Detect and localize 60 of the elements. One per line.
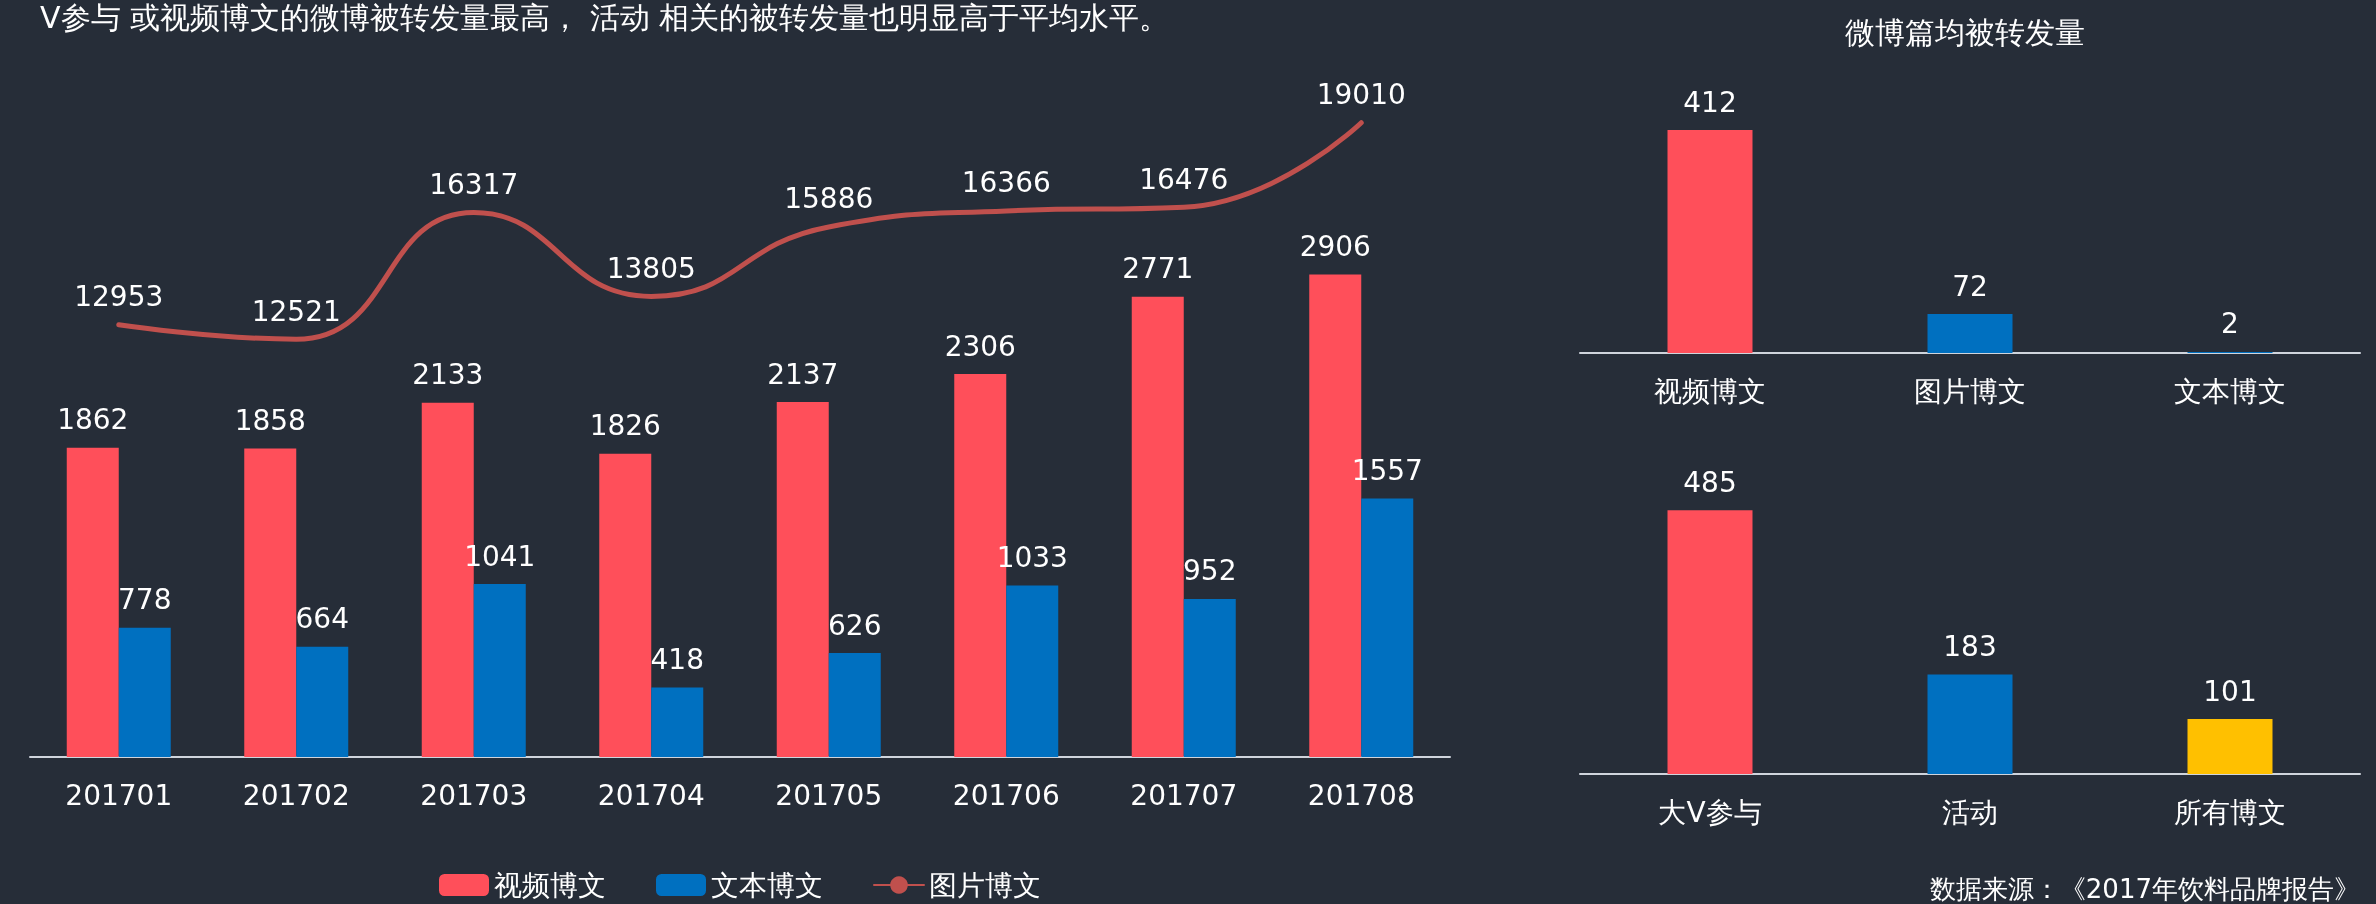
data-label: 2137 [767, 357, 839, 391]
bar [1361, 498, 1414, 757]
data-label: 16366 [961, 166, 1051, 200]
data-label: 2133 [412, 358, 484, 392]
data-label: 418 [650, 643, 704, 677]
x-tick-label: 所有博文 [2174, 795, 2286, 829]
bar [599, 453, 652, 757]
x-tick-label: 201704 [597, 778, 705, 812]
data-label: 664 [295, 602, 349, 636]
bar [828, 653, 881, 757]
data-label: 2771 [1122, 252, 1194, 286]
data-label: 2306 [944, 329, 1016, 363]
x-tick-label: 201702 [242, 778, 350, 812]
x-tick-label: 201707 [1130, 778, 1238, 812]
legend-label: 图片博文 [929, 868, 1041, 902]
x-tick-label: 图片博文 [1914, 374, 2026, 408]
data-label: 412 [1683, 85, 1737, 119]
data-label: 485 [1683, 465, 1737, 499]
data-label: 13805 [606, 251, 696, 285]
x-tick-label: 201705 [775, 778, 883, 812]
data-label: 778 [118, 583, 172, 617]
data-label: 16317 [429, 168, 519, 202]
data-label: 19010 [1316, 78, 1406, 112]
bar [296, 646, 349, 757]
bar [1006, 585, 1059, 757]
bar [473, 584, 526, 757]
bar [651, 687, 704, 757]
x-tick-label: 201701 [65, 778, 173, 812]
data-label: 15886 [784, 182, 874, 216]
data-label: 16476 [1139, 162, 1229, 196]
x-tick-label: 活动 [1942, 795, 1998, 829]
data-label: 626 [828, 608, 882, 642]
bar [244, 448, 297, 757]
data-label: 12953 [74, 280, 164, 314]
data-label: 2 [2221, 307, 2239, 341]
data-label: 183 [1943, 629, 1997, 663]
data-label: 1858 [234, 403, 306, 437]
x-tick-label: 文本博文 [2174, 374, 2286, 408]
x-tick-label: 大V参与 [1658, 795, 1762, 829]
x-tick-label: 201708 [1307, 778, 1415, 812]
x-tick-label: 视频博文 [1654, 374, 1766, 408]
x-tick-label: 201706 [952, 778, 1060, 812]
x-tick-label: 201703 [420, 778, 528, 812]
data-label: 2906 [1299, 229, 1371, 263]
bar [1183, 598, 1236, 757]
data-label: 1826 [589, 409, 661, 443]
data-label: 72 [1952, 269, 1988, 303]
data-label: 1862 [57, 403, 129, 437]
source-note: 数据来源：《2017年饮料品牌报告》 [1929, 874, 2360, 904]
data-label: 952 [1183, 554, 1237, 588]
bar [118, 627, 171, 757]
legend-label: 视频博文 [494, 868, 606, 902]
bar [776, 402, 829, 757]
bar [1131, 296, 1184, 757]
data-label: 101 [2203, 674, 2257, 708]
chart-title: 微博篇均被转发量 [1845, 14, 2085, 50]
text: V参与 或视频博文的微博被转发量最高， 活动 相关的被转发量也明显高于平均水平。 [40, 0, 1170, 35]
data-label: 12521 [251, 294, 341, 328]
bar [66, 447, 119, 757]
legend-label: 文本博文 [711, 868, 823, 902]
